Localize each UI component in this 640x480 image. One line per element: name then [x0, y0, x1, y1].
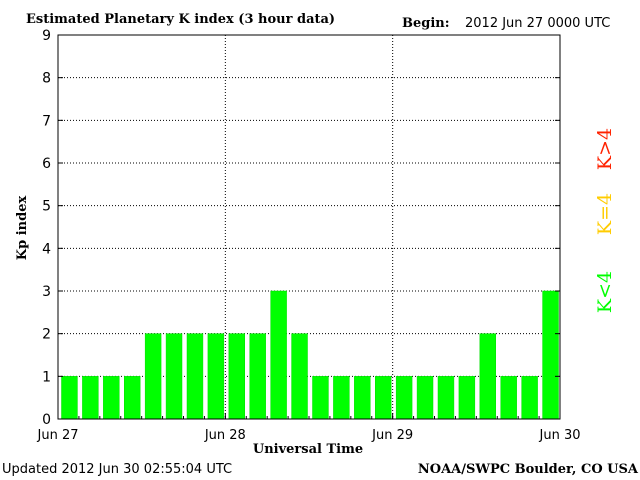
y-tick-label: 3: [42, 284, 51, 300]
legend-item: K=4: [594, 193, 616, 235]
begin-value: 2012 Jun 27 0000 UTC: [465, 16, 610, 31]
kp-bar: [479, 333, 497, 420]
bar-series: [61, 290, 559, 420]
kp-bar: [103, 376, 120, 420]
y-tick-label: 0: [42, 412, 51, 428]
y-tick-label: 7: [42, 113, 51, 129]
kp-bar: [124, 376, 141, 420]
kp-bar: [416, 376, 434, 420]
kp-bar: [375, 376, 392, 420]
kp-bar: [437, 376, 455, 420]
y-tick-label: 8: [42, 71, 51, 87]
chart-title: Estimated Planetary K index (3 hour data…: [26, 12, 335, 27]
kp-bar: [291, 333, 308, 420]
y-tick-label: 4: [42, 241, 51, 257]
y-tick-label: 1: [42, 369, 51, 385]
y-tick-label: 9: [42, 28, 51, 44]
updated-timestamp: Updated 2012 Jun 30 02:55:04 UTC: [2, 462, 232, 477]
y-tick-label: 5: [42, 199, 51, 215]
legend-item: K<4: [594, 271, 616, 313]
kp-bar: [207, 333, 225, 420]
legend: K<4 K=4 K>4: [594, 128, 616, 313]
y-tick-label: 6: [42, 156, 51, 172]
y-axis-ticks: 0 1 2 3 4 5 6 7 8 9: [42, 28, 560, 428]
kp-bar: [144, 333, 162, 420]
kp-bar: [354, 376, 371, 420]
kp-bar: [312, 376, 329, 420]
x-tick-label: Jun 27: [37, 428, 79, 443]
x-axis-ticks: Jun 27 Jun 28 Jun 29 Jun 30: [37, 413, 581, 443]
x-tick-label: Jun 30: [539, 428, 581, 443]
x-axis-label: Universal Time: [253, 442, 363, 457]
kp-bar: [165, 333, 183, 420]
y-tick-label: 2: [42, 327, 51, 343]
x-tick-label: Jun 29: [371, 428, 413, 443]
kp-bar: [270, 290, 287, 420]
grid-lines: [58, 35, 560, 419]
kp-bar: [333, 376, 350, 420]
credit-text: NOAA/SWPC Boulder, CO USA: [418, 462, 639, 477]
legend-item: K>4: [594, 128, 616, 170]
kp-bar: [249, 333, 266, 420]
kp-bar: [186, 333, 204, 420]
kp-bar: [395, 376, 413, 420]
kp-bar: [228, 333, 245, 420]
kp-bar: [61, 376, 78, 420]
kp-bar: [458, 376, 476, 420]
x-tick-label: Jun 28: [204, 428, 246, 443]
begin-label: Begin:: [402, 16, 450, 31]
kp-bar: [82, 376, 99, 420]
kp-bar: [542, 290, 559, 420]
y-axis-label: Kp index: [15, 196, 30, 261]
kp-bar: [521, 376, 538, 420]
kp-bar: [500, 376, 517, 420]
